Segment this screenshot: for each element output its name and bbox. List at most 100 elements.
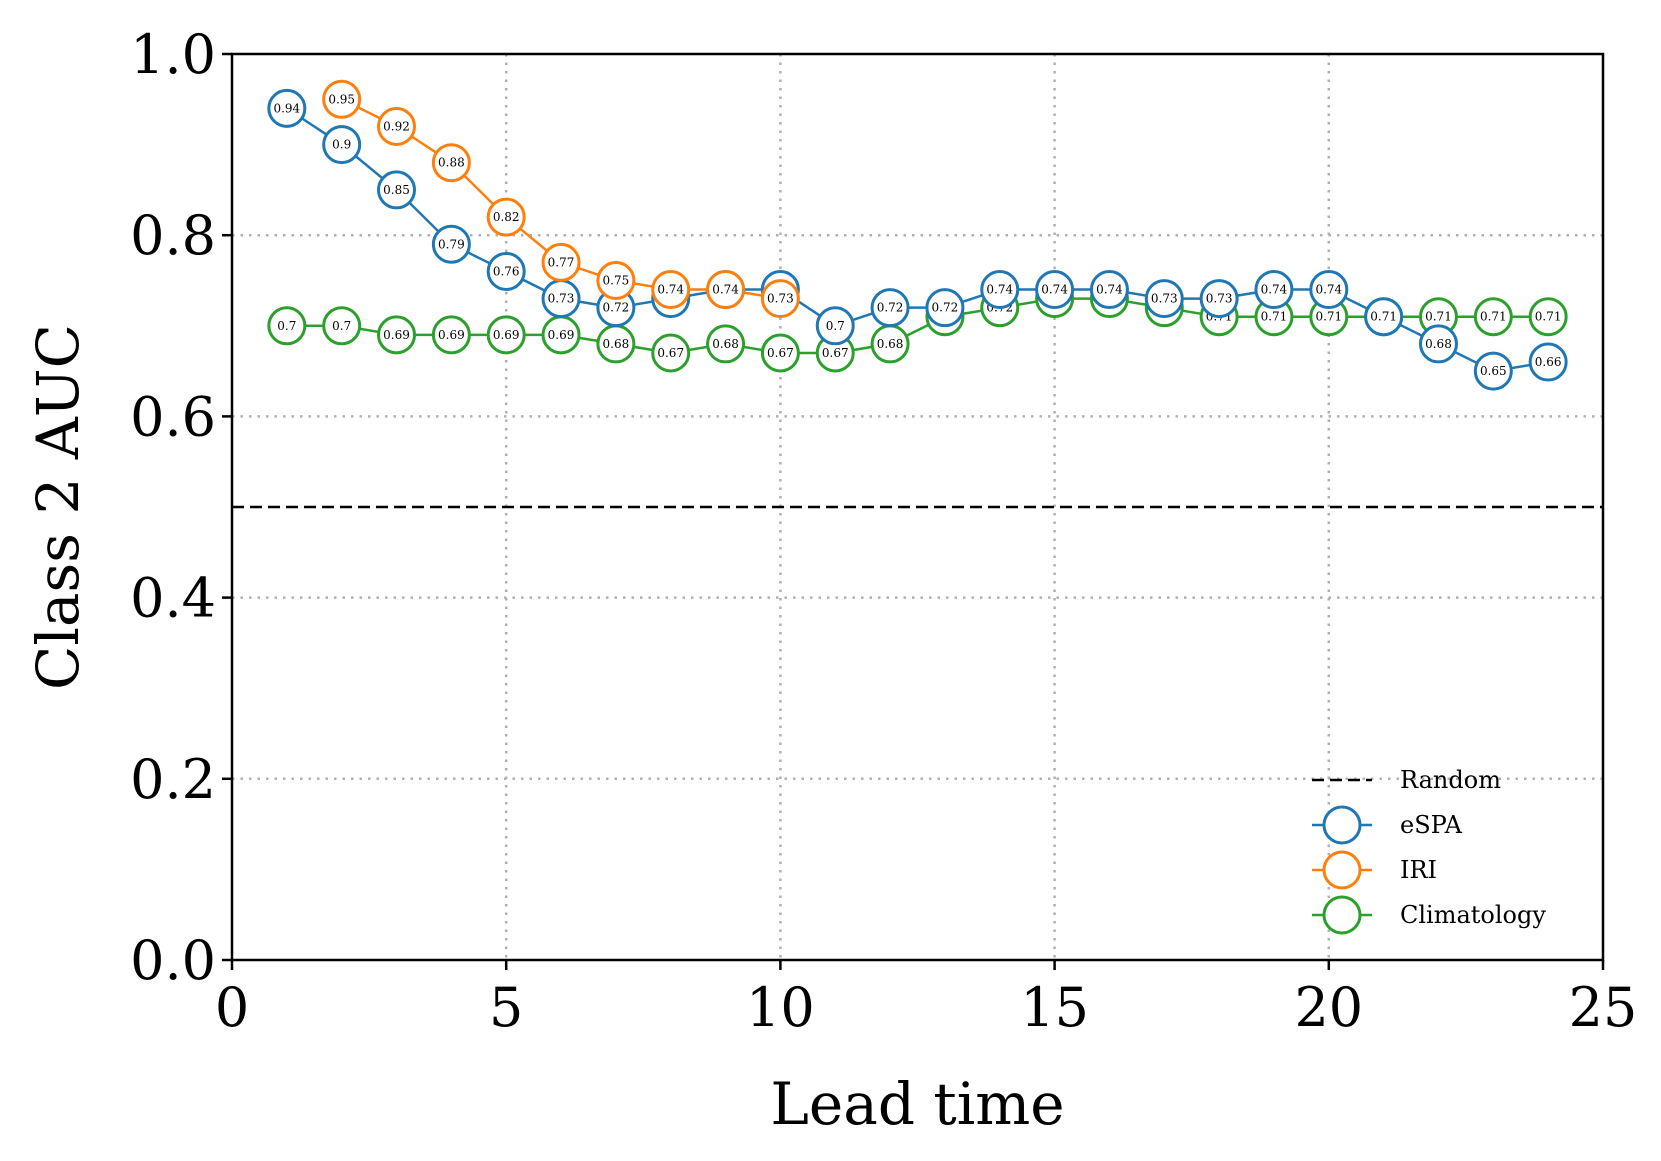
y-tick-label: 0.0 [130, 929, 216, 992]
climatology-data-label: 0.7 [277, 319, 296, 333]
legend-climatology-swatch-marker [1322, 895, 1362, 935]
x-tick-label: 25 [1569, 976, 1638, 1039]
legend-espa-label: eSPA [1400, 811, 1463, 839]
iri-data-label: 0.74 [712, 283, 739, 297]
climatology-data-label: 0.67 [822, 346, 849, 360]
espa-point [1199, 279, 1239, 319]
iri-data-label: 0.77 [548, 255, 575, 269]
espa-data-label: 0.72 [877, 301, 904, 315]
y-tick-label: 0.2 [130, 748, 216, 811]
espa-data-label: 0.94 [273, 101, 300, 115]
espa-point [980, 270, 1020, 310]
climatology-point [706, 324, 746, 364]
iri-point [651, 270, 691, 310]
climatology-data-label: 0.71 [1535, 310, 1562, 324]
espa-data-label: 0.72 [603, 301, 630, 315]
x-tick-label: 10 [746, 976, 815, 1039]
iri-data-label: 0.74 [657, 283, 684, 297]
espa-point [431, 224, 471, 264]
espa-data-label: 0.9 [332, 138, 351, 152]
espa-data-label: 0.73 [1151, 292, 1178, 306]
iri-point [706, 270, 746, 310]
iri-point [377, 106, 417, 146]
climatology-data-label: 0.68 [603, 337, 630, 351]
espa-data-label: 0.74 [1315, 283, 1342, 297]
y-tick-label: 0.6 [130, 385, 216, 448]
x-axis-title: Lead time [770, 1070, 1064, 1138]
espa-data-label: 0.74 [1041, 283, 1068, 297]
y-axis-title: Class 2 AUC [24, 324, 92, 690]
espa-data-label: 0.7 [826, 319, 845, 333]
espa-point [1309, 270, 1349, 310]
climatology-point [377, 315, 417, 355]
espa-data-label: 0.68 [1425, 337, 1452, 351]
legend-iri-swatch-marker [1322, 850, 1362, 890]
espa-point [1035, 270, 1075, 310]
x-tick-label: 0 [215, 976, 249, 1039]
iri-point [596, 261, 636, 300]
iri-point [541, 242, 581, 282]
espa-data-label: 0.66 [1535, 355, 1562, 369]
climatology-point [322, 306, 362, 346]
iri-point [760, 279, 800, 319]
plot-frame [230, 52, 1605, 962]
iri-data-label: 0.73 [767, 292, 794, 306]
climatology-data-label: 0.67 [657, 346, 684, 360]
climatology-point [1528, 297, 1568, 337]
iri-data-label: 0.82 [493, 210, 520, 224]
climatology-data-label: 0.68 [712, 337, 739, 351]
axis-ticks: 0 5 10 15 20 25 0.0 0.2 0.4 0.6 0.8 1.0 [130, 23, 1637, 1039]
y-tick-label: 0.8 [130, 204, 216, 267]
series-layer: 0.7 0.7 0.69 0.69 0.69 0.69 0.68 0.67 0.68 0.67 0.… [267, 79, 1568, 391]
y-tick-label: 0.4 [130, 567, 216, 630]
espa-data-label: 0.72 [932, 301, 959, 315]
climatology-point [651, 333, 691, 373]
espa-point [1418, 324, 1458, 364]
espa-point [1144, 279, 1184, 319]
climatology-data-label: 0.71 [1261, 310, 1288, 324]
y-tick-label: 1.0 [130, 23, 216, 86]
climatology-data-label: 0.71 [1480, 310, 1507, 324]
climatology-data-label: 0.69 [493, 328, 520, 342]
iri-data-label: 0.88 [438, 156, 465, 170]
series-espa: 0.94 0.9 0.85 0.79 0.76 0.73 0.72 0.73 0.74 0.74 0… [267, 88, 1568, 391]
climatology-point [267, 306, 307, 346]
legend: Random eSPA IRI Climatology [1312, 766, 1546, 935]
climatology-point [1473, 297, 1513, 337]
climatology-data-label: 0.68 [877, 337, 904, 351]
climatology-data-label: 0.71 [1315, 310, 1342, 324]
espa-data-label: 0.85 [383, 183, 410, 197]
espa-data-label: 0.74 [1261, 283, 1288, 297]
espa-point [1364, 297, 1404, 337]
espa-point [1473, 351, 1513, 391]
espa-point [870, 288, 910, 328]
climatology-data-label: 0.69 [383, 328, 410, 342]
climatology-point [431, 315, 471, 355]
legend-random-label: Random [1400, 766, 1501, 794]
espa-point [1089, 270, 1129, 310]
espa-data-label: 0.76 [493, 264, 520, 278]
x-tick-label: 20 [1294, 976, 1363, 1039]
climatology-data-label: 0.67 [767, 346, 794, 360]
espa-point [267, 88, 307, 128]
climatology-data-label: 0.69 [438, 328, 465, 342]
legend-iri-label: IRI [1400, 856, 1437, 884]
iri-data-label: 0.92 [383, 119, 410, 133]
espa-point [1254, 270, 1294, 310]
climatology-point [486, 315, 526, 355]
espa-point [322, 125, 362, 165]
iri-data-label: 0.95 [328, 92, 355, 106]
espa-point [925, 288, 965, 328]
legend-climatology-label: Climatology [1400, 901, 1546, 929]
espa-data-label: 0.71 [1370, 310, 1397, 324]
iri-point [322, 79, 362, 119]
espa-point [815, 306, 855, 346]
iri-point [431, 143, 471, 183]
espa-data-label: 0.79 [438, 237, 465, 251]
espa-data-label: 0.74 [1096, 283, 1123, 297]
espa-point [377, 170, 417, 210]
espa-point [1528, 342, 1568, 382]
iri-point [486, 197, 526, 237]
espa-data-label: 0.73 [1206, 292, 1233, 306]
